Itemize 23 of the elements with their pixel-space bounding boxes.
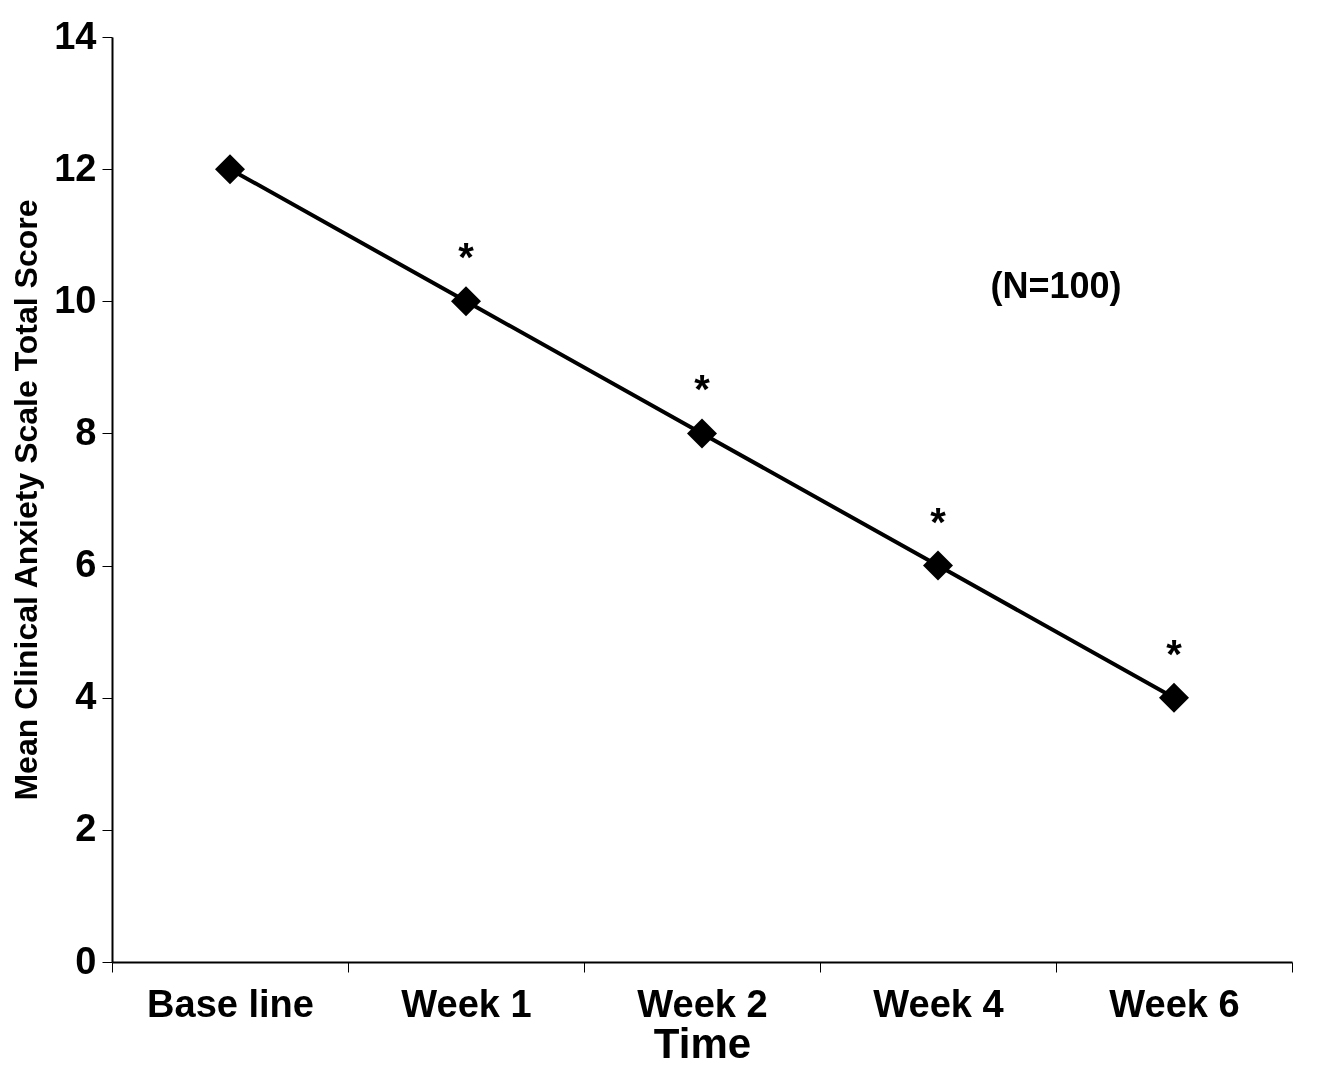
x-tick-label: Week 4 — [873, 982, 1004, 1025]
y-tick-label: 12 — [54, 146, 97, 189]
x-tick-label: Week 1 — [401, 982, 532, 1025]
y-tick-label: 0 — [75, 939, 97, 982]
x-tick-label: Week 6 — [1109, 982, 1240, 1025]
point — [215, 154, 245, 185]
annotation: (N=100) — [990, 264, 1122, 306]
point — [687, 418, 717, 449]
point — [451, 286, 481, 317]
y-tick-label: 8 — [75, 410, 97, 453]
y-tick-label: 6 — [75, 543, 97, 586]
point — [923, 550, 953, 581]
annotation: * — [694, 367, 711, 412]
annotation: * — [458, 235, 475, 280]
y-tick-label: 2 — [75, 807, 97, 850]
y-tick-label: 10 — [54, 278, 97, 321]
annotation: * — [1166, 631, 1183, 676]
x-tick-label: Base line — [147, 982, 314, 1025]
y-axis-title: Mean Clinical Anxiety Scale Total Score — [8, 199, 45, 801]
annotation: * — [930, 499, 947, 544]
y-tick-label: 4 — [75, 675, 97, 718]
point — [1159, 682, 1189, 713]
y-tick-label: 14 — [54, 14, 97, 57]
